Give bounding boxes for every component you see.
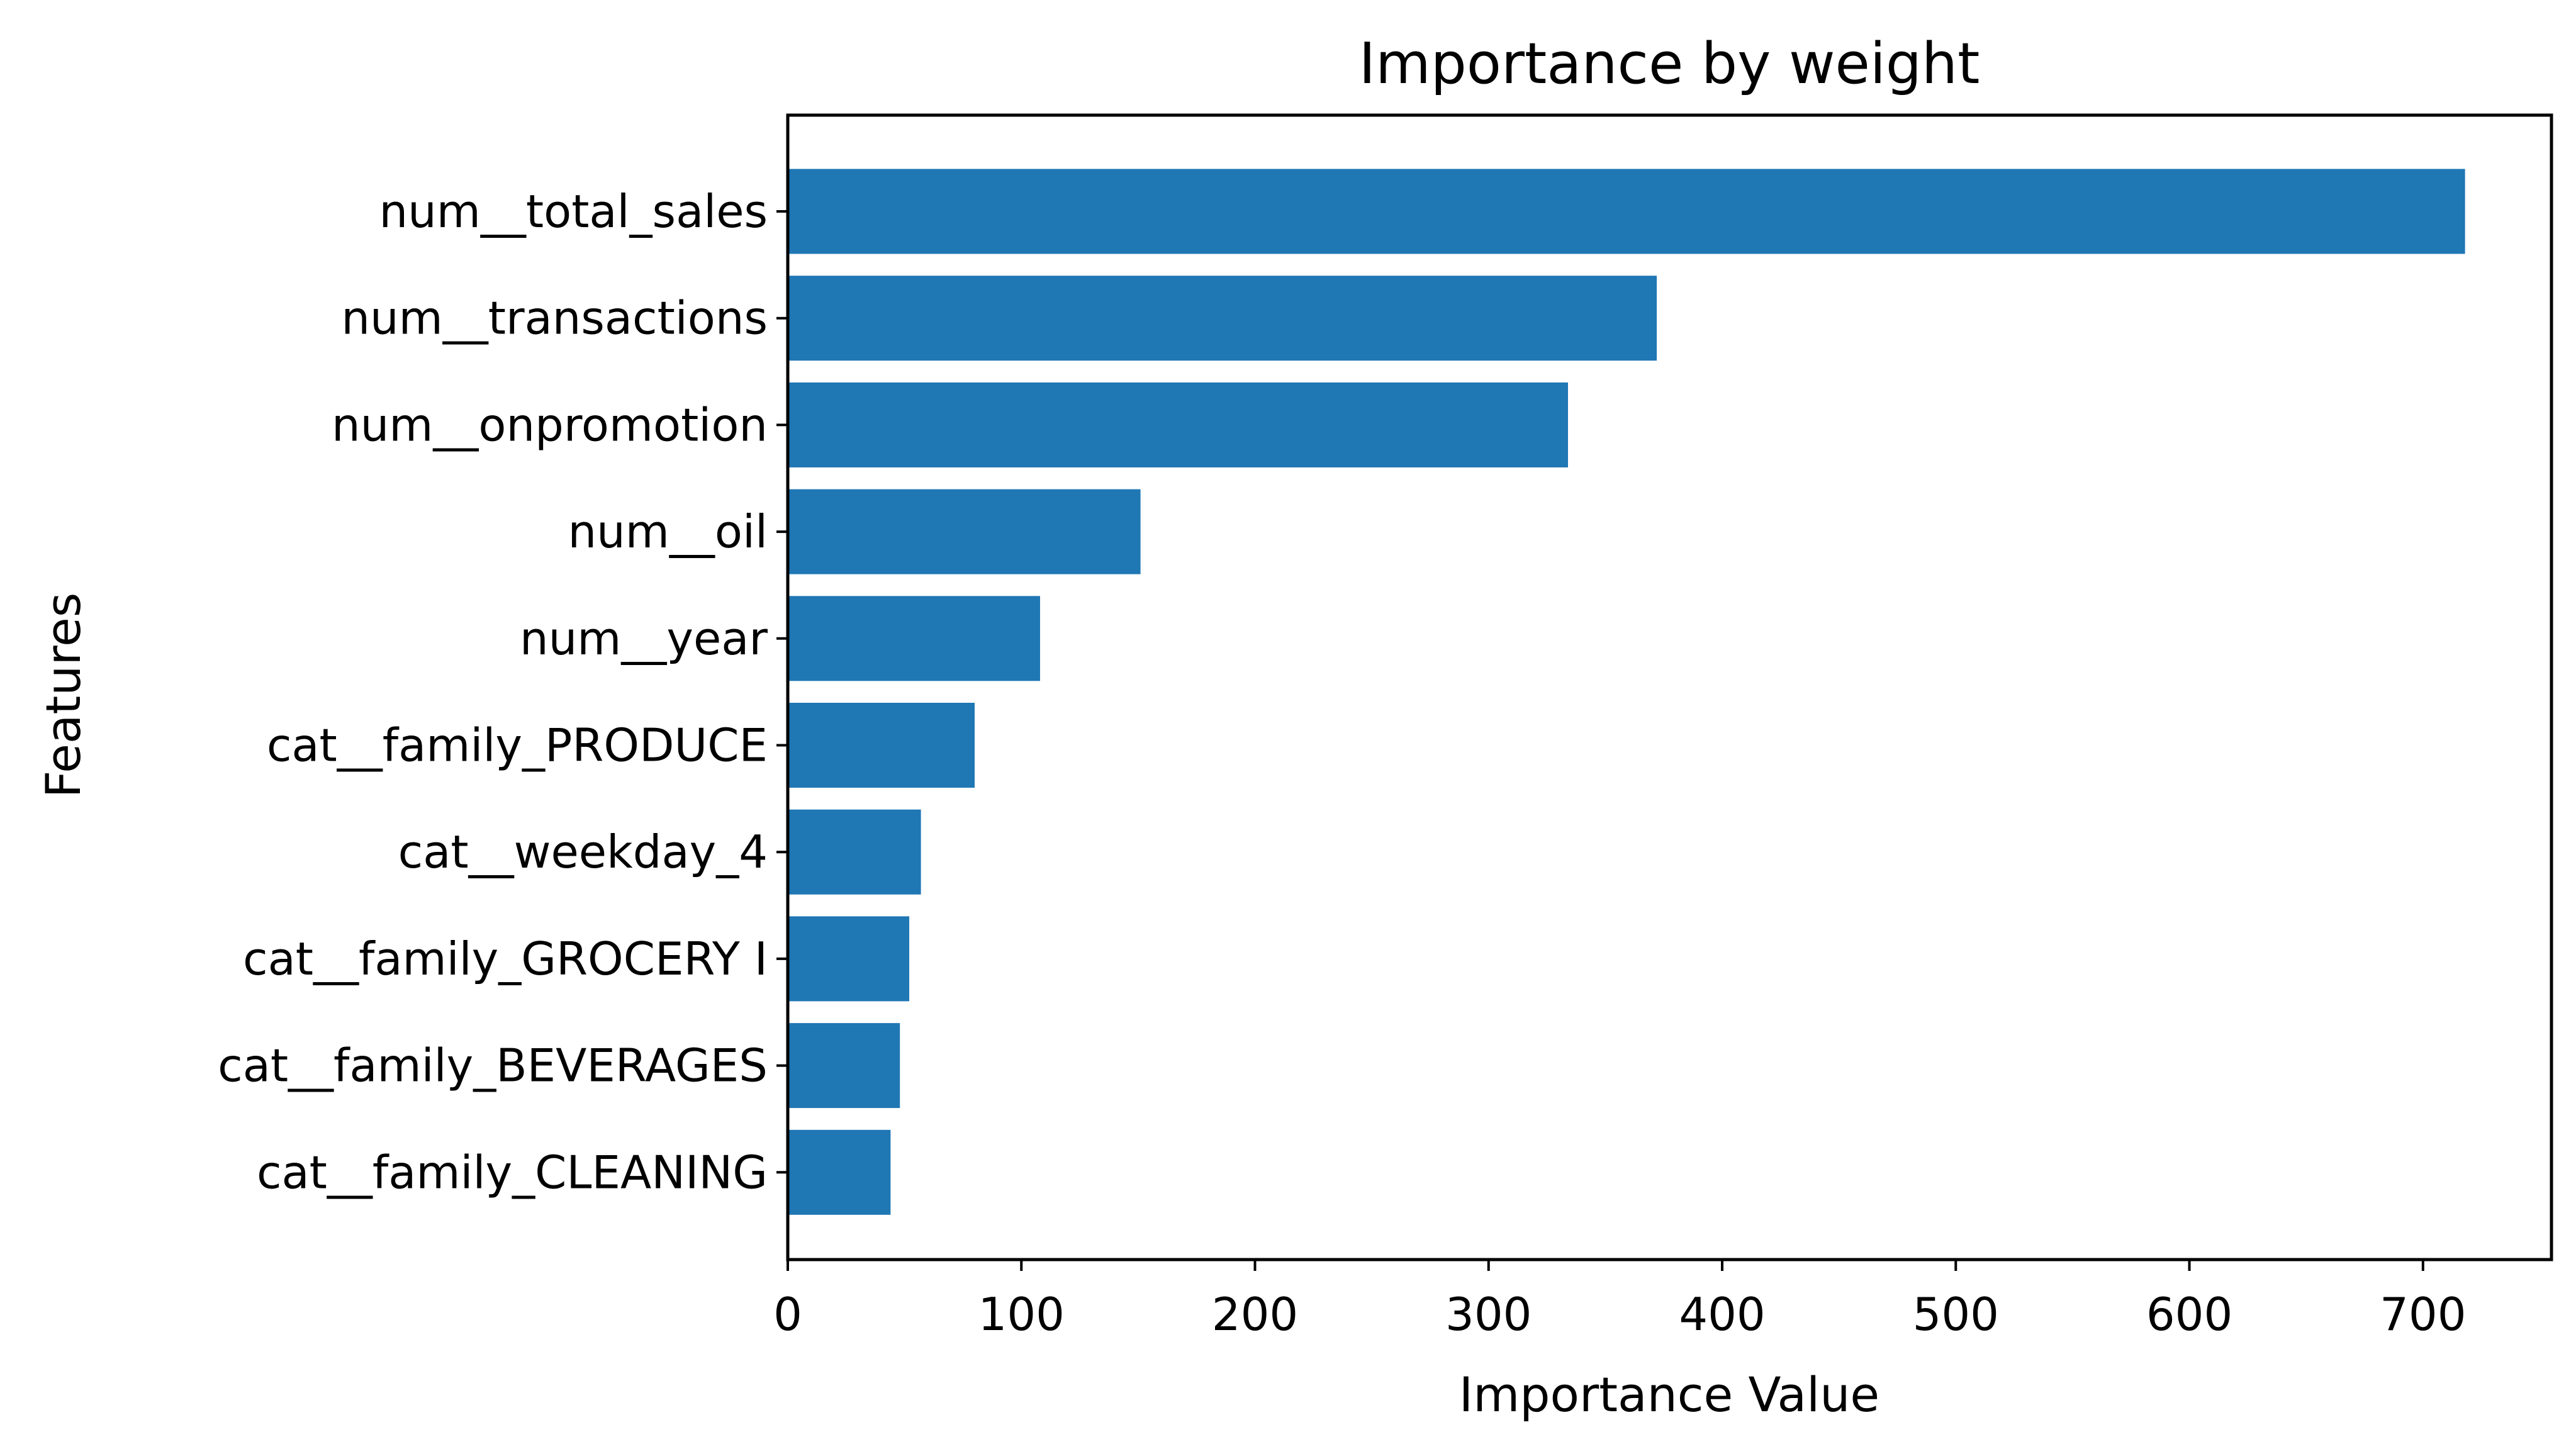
bar <box>788 489 1141 574</box>
bar <box>788 169 2465 254</box>
x-tick-label: 700 <box>2380 1288 2466 1341</box>
bar <box>788 382 1569 467</box>
y-tick-label: num__oil <box>568 505 768 558</box>
chart-title: Importance by weight <box>1359 31 1980 97</box>
bar <box>788 809 921 895</box>
y-tick-label: num__year <box>520 612 768 665</box>
y-tick-label: cat__family_BEVERAGES <box>218 1039 768 1092</box>
bars-group <box>788 169 2465 1215</box>
x-tick-label: 400 <box>1679 1288 1765 1341</box>
x-tick-label: 100 <box>978 1288 1065 1341</box>
bar <box>788 1129 891 1215</box>
y-axis-label: Features <box>35 593 91 798</box>
x-axis-ticks: 0 100 200 300 400 500 600 700 <box>773 1260 2467 1341</box>
plot-frame <box>786 113 2553 1261</box>
y-tick-label: cat__family_PRODUCE <box>267 719 768 772</box>
y-axis-ticks: num__total_sales num__transactions num__on… <box>218 185 788 1199</box>
bar <box>788 1023 900 1109</box>
bar <box>788 596 1040 681</box>
x-tick-label: 300 <box>1445 1288 1532 1341</box>
bar <box>788 916 910 1002</box>
y-tick-label: cat__family_GROCERY I <box>243 932 768 985</box>
y-tick-label: cat__weekday_4 <box>398 825 768 878</box>
bar <box>788 703 975 788</box>
x-axis-label: Importance Value <box>1459 1367 1879 1423</box>
y-tick-label: num__onpromotion <box>332 398 768 451</box>
x-tick-label: 200 <box>1212 1288 1298 1341</box>
y-tick-label: cat__family_CLEANING <box>257 1146 768 1199</box>
y-tick-label: num__total_sales <box>379 185 768 238</box>
bar <box>788 276 1657 361</box>
x-tick-label: 500 <box>1913 1288 1999 1341</box>
x-tick-label: 600 <box>2146 1288 2232 1341</box>
y-tick-label: num__transactions <box>341 292 768 345</box>
x-tick-label: 0 <box>773 1288 802 1341</box>
